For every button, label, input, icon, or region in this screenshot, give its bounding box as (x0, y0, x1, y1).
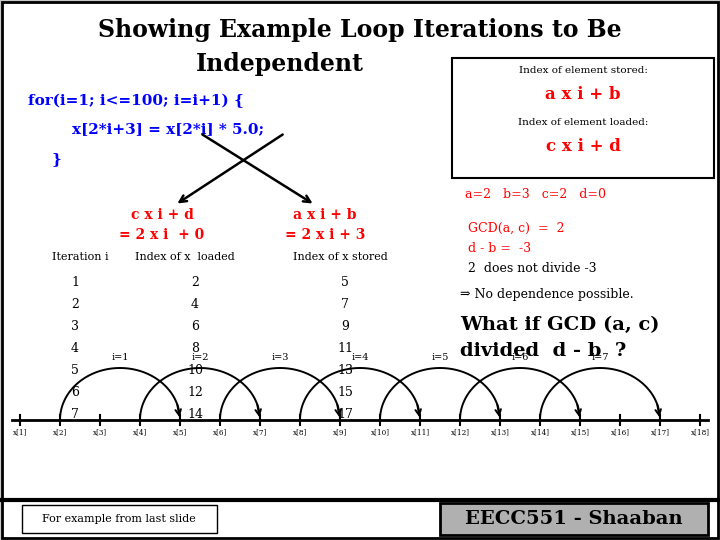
Text: 14: 14 (187, 408, 203, 421)
Text: Independent: Independent (196, 52, 364, 76)
Text: c x i + d: c x i + d (130, 208, 194, 222)
Text: x[7]: x[7] (253, 428, 267, 436)
Text: 17: 17 (337, 408, 353, 421)
Text: c x i + d: c x i + d (546, 138, 621, 155)
Text: What if GCD (a, c): What if GCD (a, c) (460, 316, 660, 334)
Text: x[15]: x[15] (570, 428, 590, 436)
Text: x[1]: x[1] (13, 428, 27, 436)
Text: 7: 7 (71, 408, 79, 421)
Text: i=1: i=1 (112, 353, 129, 362)
Text: x[6]: x[6] (213, 428, 227, 436)
Text: i=4: i=4 (351, 353, 369, 362)
Text: 4: 4 (191, 298, 199, 311)
Text: a x i + b: a x i + b (293, 208, 356, 222)
Text: 5: 5 (71, 364, 79, 377)
Text: x[4]: x[4] (133, 428, 147, 436)
Text: ⇒ No dependence possible.: ⇒ No dependence possible. (460, 288, 634, 301)
Text: Index of element loaded:: Index of element loaded: (518, 118, 648, 127)
Text: i=2: i=2 (192, 353, 209, 362)
Text: Showing Example Loop Iterations to Be: Showing Example Loop Iterations to Be (98, 18, 622, 42)
Text: x[3]: x[3] (93, 428, 107, 436)
Text: 5: 5 (341, 276, 349, 289)
Text: x[11]: x[11] (410, 428, 430, 436)
Text: 2: 2 (71, 298, 79, 311)
Text: 6: 6 (191, 320, 199, 333)
Text: 13: 13 (337, 364, 353, 377)
Text: Index of x stored: Index of x stored (292, 252, 387, 262)
Text: x[16]: x[16] (611, 428, 629, 436)
Text: i=3: i=3 (271, 353, 289, 362)
Text: for(i=1; i<=100; i=i+1) {: for(i=1; i<=100; i=i+1) { (28, 94, 244, 109)
Text: 2: 2 (191, 276, 199, 289)
Text: Index of x  loaded: Index of x loaded (135, 252, 235, 262)
Text: 2  does not divide -3: 2 does not divide -3 (468, 262, 597, 275)
Text: x[17]: x[17] (650, 428, 670, 436)
Text: x[9]: x[9] (333, 428, 347, 436)
Text: #10  Fall 2011  lec#7  10-11-2011: #10 Fall 2011 lec#7 10-11-2011 (501, 530, 647, 538)
Text: a x i + b: a x i + b (545, 86, 621, 103)
Text: i=6: i=6 (511, 353, 528, 362)
Text: 7: 7 (341, 298, 349, 311)
Text: x[8]: x[8] (293, 428, 307, 436)
Text: 12: 12 (187, 386, 203, 399)
Text: x[12]: x[12] (451, 428, 469, 436)
Text: 11: 11 (337, 342, 353, 355)
Text: x[5]: x[5] (173, 428, 187, 436)
Text: EECC551 - Shaaban: EECC551 - Shaaban (465, 510, 683, 528)
Text: x[13]: x[13] (490, 428, 510, 436)
Text: Index of element stored:: Index of element stored: (518, 66, 647, 75)
Text: i=5: i=5 (431, 353, 449, 362)
Text: 9: 9 (341, 320, 349, 333)
Text: }: } (52, 152, 62, 166)
Text: 4: 4 (71, 342, 79, 355)
Text: 1: 1 (71, 276, 79, 289)
Text: Iteration i: Iteration i (52, 252, 109, 262)
Text: divided  d - b  ?: divided d - b ? (460, 342, 626, 360)
Text: x[2*i+3] = x[2*i] * 5.0;: x[2*i+3] = x[2*i] * 5.0; (72, 122, 264, 136)
Bar (440, 503, 708, 535)
Text: d - b =  -3: d - b = -3 (468, 242, 531, 255)
Text: x[18]: x[18] (690, 428, 709, 436)
Bar (452, 58, 714, 178)
Text: = 2 x i + 3: = 2 x i + 3 (285, 228, 365, 242)
Text: x[10]: x[10] (371, 428, 390, 436)
Text: x[14]: x[14] (531, 428, 549, 436)
Text: 8: 8 (191, 342, 199, 355)
Text: x[2]: x[2] (53, 428, 67, 436)
Text: 6: 6 (71, 386, 79, 399)
Text: For example from last slide: For example from last slide (42, 514, 196, 524)
Text: a=2   b=3   c=2   d=0: a=2 b=3 c=2 d=0 (465, 188, 606, 201)
Text: = 2 x i  + 0: = 2 x i + 0 (120, 228, 204, 242)
Bar (22, 505, 217, 533)
Text: i=7: i=7 (591, 353, 608, 362)
Text: 15: 15 (337, 386, 353, 399)
Text: 3: 3 (71, 320, 79, 333)
Text: 10: 10 (187, 364, 203, 377)
Text: GCD(a, c)  =  2: GCD(a, c) = 2 (468, 222, 564, 235)
